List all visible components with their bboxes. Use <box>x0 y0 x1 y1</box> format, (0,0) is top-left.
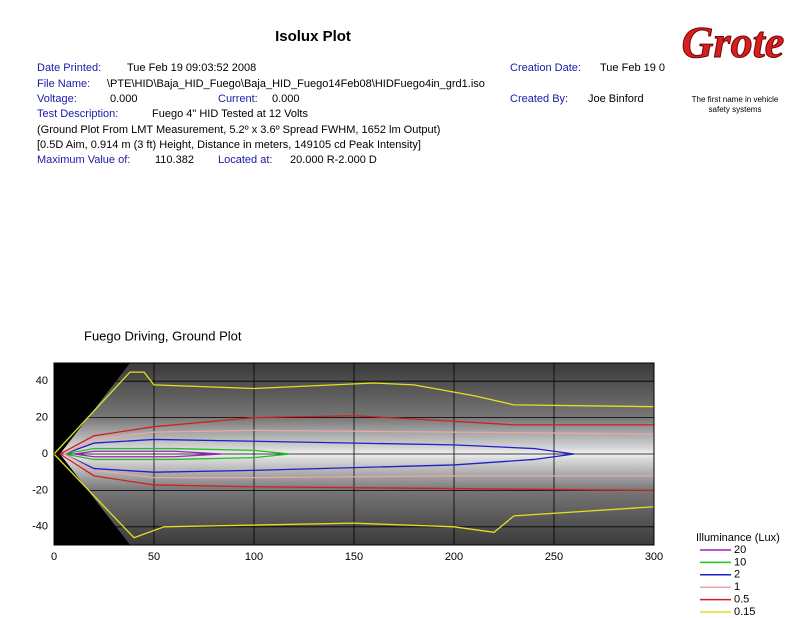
legend-label: 0.5 <box>734 594 749 606</box>
value: 20.000 R-2.000 D <box>290 154 377 166</box>
legend-label: 1 <box>734 581 740 593</box>
title: Isolux Plot <box>275 28 351 45</box>
x-tick-label: 150 <box>345 551 363 563</box>
label: Maximum Value of: <box>37 154 130 166</box>
y-tick-label: 20 <box>36 412 48 424</box>
contour-line <box>59 415 654 455</box>
y-tick-label: 0 <box>42 448 48 460</box>
contour-line <box>63 429 654 455</box>
value: 0.000 <box>272 93 300 105</box>
contour-line <box>59 453 654 492</box>
label: Located at: <box>218 154 272 166</box>
tagline: safety systems <box>709 105 762 114</box>
grid <box>54 363 654 545</box>
legend-label: 0.15 <box>734 606 755 618</box>
x-tick-label: 0 <box>51 551 57 563</box>
fields: Date Printed: Tue Feb 19 09:03:52 2008 C… <box>37 62 665 166</box>
legend-label: 20 <box>734 544 746 556</box>
x-tick-label: 200 <box>445 551 463 563</box>
label: Creation Date: <box>510 62 581 74</box>
label: Created By: <box>510 93 568 105</box>
value: Fuego 4" HID Tested at 12 Volts <box>152 108 308 120</box>
logo: Grote The first name in vehicle safety s… <box>681 18 785 115</box>
label: File Name: <box>37 78 90 90</box>
plot-title: Fuego Driving, Ground Plot <box>84 328 242 343</box>
value: Joe Binford <box>588 93 644 105</box>
contour-line <box>63 453 654 479</box>
x-tick-label: 50 <box>148 551 160 563</box>
y-tick-label: 40 <box>36 375 48 387</box>
label: Date Printed: <box>37 62 101 74</box>
x-tick-label: 100 <box>245 551 263 563</box>
contour-line <box>63 447 291 461</box>
y-tick-label: -40 <box>32 521 48 533</box>
value: Tue Feb 19 09:03:52 2008 <box>127 62 256 74</box>
label: Test Description: <box>37 108 118 120</box>
note: (Ground Plot From LMT Measurement, 5.2º … <box>37 124 440 136</box>
legend-label: 2 <box>734 569 740 581</box>
contour-line <box>73 450 223 458</box>
legend-label: 10 <box>734 556 746 568</box>
x-tick-label: 300 <box>645 551 663 563</box>
label: Current: <box>218 93 258 105</box>
plot-frame <box>53 362 655 546</box>
value: Tue Feb 19 0 <box>600 62 665 74</box>
tagline: The first name in vehicle <box>692 95 779 104</box>
contours <box>54 371 654 539</box>
note: [0.5D Aim, 0.914 m (3 ft) Height, Distan… <box>37 139 421 151</box>
value: 0.000 <box>110 93 138 105</box>
plot-area <box>54 363 654 545</box>
logo-text: Grote <box>682 18 785 67</box>
contour-line <box>54 371 654 455</box>
dark-region <box>54 363 130 545</box>
value: 110.382 <box>155 154 194 166</box>
y-tick-label: -20 <box>32 484 48 496</box>
legend-title: Illuminance (Lux) <box>696 532 780 544</box>
contour-line <box>63 438 575 473</box>
label: Voltage: <box>37 93 77 105</box>
contour-line <box>54 453 654 539</box>
value: \PTE\HID\Baja_HID_Fuego\Baja_HID_Fuego14… <box>107 78 485 90</box>
x-tick-label: 250 <box>545 551 563 563</box>
